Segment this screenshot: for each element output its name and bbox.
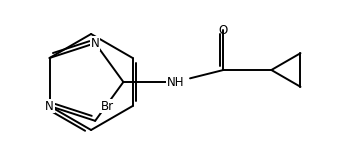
Text: O: O: [219, 24, 228, 36]
Text: NH: NH: [167, 76, 184, 88]
Text: N: N: [91, 37, 99, 50]
Text: Br: Br: [101, 100, 114, 112]
Text: N: N: [45, 100, 54, 112]
